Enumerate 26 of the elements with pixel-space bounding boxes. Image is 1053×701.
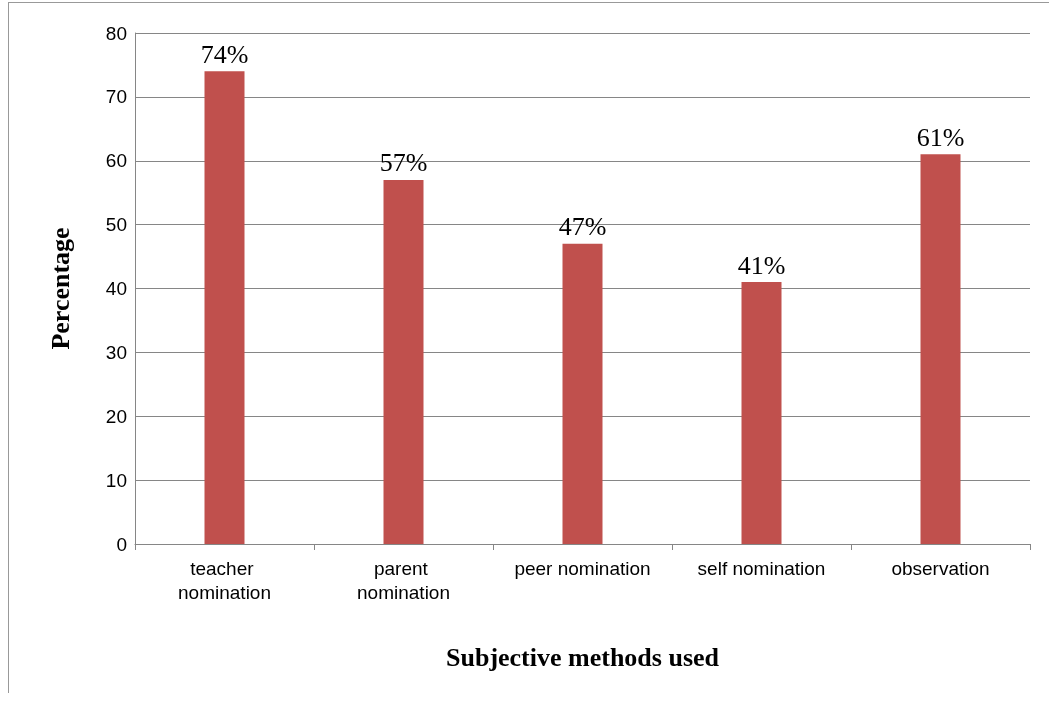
x-tick-label: peer nomination [514,557,651,579]
data-label: 74% [200,39,249,69]
data-label: 61% [916,122,965,152]
data-label: 57% [379,148,428,178]
data-label: 47% [558,212,607,242]
y-tick-label: 20 [105,405,127,427]
bar [920,154,961,544]
y-axis-title: Percentage [45,227,75,350]
x-tick-label: parent nomination [357,557,450,603]
bar [562,243,603,544]
x-axis-title: Subjective methods used [445,642,720,672]
y-tick-label: 10 [105,469,127,491]
y-tick-label: 0 [116,533,127,555]
bar [741,282,782,544]
y-tick-label: 40 [105,278,127,299]
data-label: 41% [737,250,786,280]
x-tick-label: teacher nomination [178,557,271,603]
y-tick-label: 70 [105,86,127,108]
y-tick-label: 30 [105,341,127,363]
x-tick-label: self nomination [697,557,826,579]
x-tick-label: observation [891,557,990,579]
y-tick-label: 60 [105,150,127,172]
y-tick-label: 80 [105,22,127,44]
bar [204,71,245,544]
bar [383,179,424,544]
y-tick-label: 50 [105,214,127,236]
